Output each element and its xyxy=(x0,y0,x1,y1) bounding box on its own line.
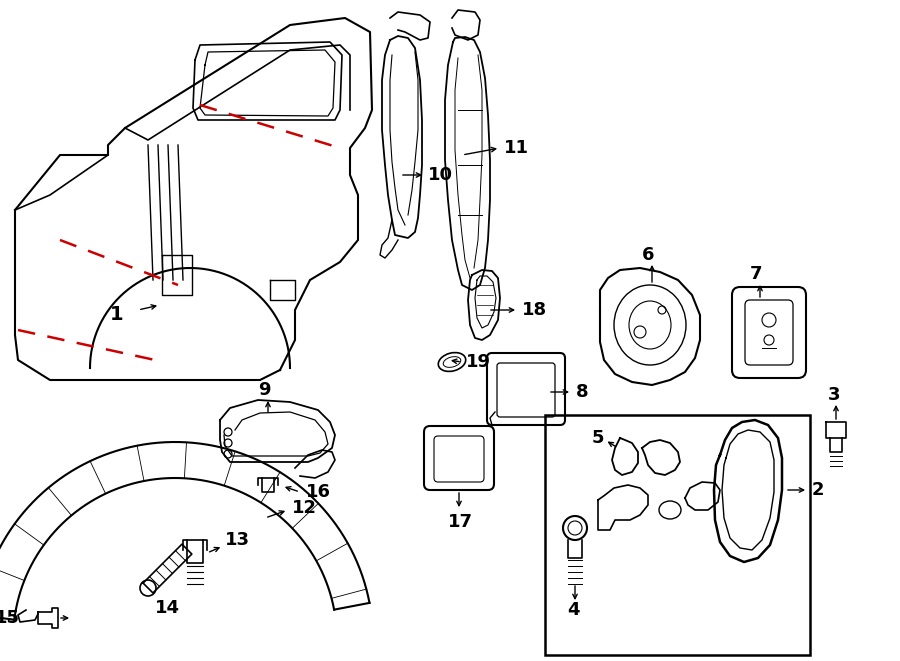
Text: 13: 13 xyxy=(225,531,250,549)
Text: 11: 11 xyxy=(504,139,529,157)
Text: 16: 16 xyxy=(306,483,331,501)
Text: 8: 8 xyxy=(576,383,589,401)
Text: 19: 19 xyxy=(466,353,491,371)
Text: 9: 9 xyxy=(258,381,271,399)
Text: 2: 2 xyxy=(812,481,824,499)
Text: 6: 6 xyxy=(642,246,654,264)
Text: 10: 10 xyxy=(428,166,453,184)
Text: 12: 12 xyxy=(292,499,317,517)
Text: 15: 15 xyxy=(0,609,20,627)
Text: 4: 4 xyxy=(567,601,580,619)
Text: 1: 1 xyxy=(110,305,123,325)
Text: 17: 17 xyxy=(448,513,473,531)
Text: 18: 18 xyxy=(522,301,547,319)
Bar xyxy=(545,415,810,655)
Text: 7: 7 xyxy=(750,265,762,283)
Text: 3: 3 xyxy=(828,386,841,404)
Text: 5: 5 xyxy=(592,429,605,447)
Text: 14: 14 xyxy=(155,599,180,617)
